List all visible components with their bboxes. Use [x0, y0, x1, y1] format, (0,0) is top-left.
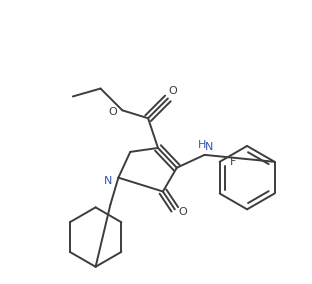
Text: O: O: [178, 207, 187, 217]
Text: H: H: [198, 140, 207, 150]
Text: O: O: [108, 107, 117, 117]
Text: N: N: [205, 142, 214, 152]
Text: F: F: [230, 157, 237, 167]
Text: N: N: [104, 176, 113, 186]
Text: O: O: [168, 85, 177, 95]
